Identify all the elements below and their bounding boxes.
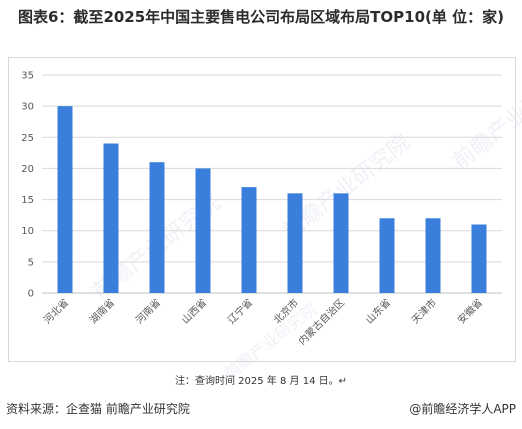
source-text: 资料来源：企查猫 前瞻产业研究院 — [6, 402, 190, 416]
y-tick-label: 25 — [21, 133, 34, 144]
y-tick-label: 10 — [21, 226, 34, 237]
watermark-text: 前瞻产业研究院 — [448, 60, 522, 175]
bar — [241, 187, 257, 293]
bar — [379, 218, 395, 293]
bar — [103, 143, 119, 293]
x-tick-label: 山西省 — [179, 296, 209, 326]
y-tick-label: 0 — [28, 289, 34, 300]
bar — [149, 162, 165, 293]
bar — [333, 193, 349, 293]
y-tick-label: 30 — [21, 102, 34, 113]
y-tick-label: 15 — [21, 195, 34, 206]
x-tick-label: 天津市 — [409, 296, 439, 326]
bar — [57, 106, 73, 294]
grid-lines — [42, 74, 502, 294]
chart-frame — [8, 57, 516, 362]
x-tick-label: 河南省 — [133, 296, 163, 326]
y-tick-label: 5 — [28, 257, 34, 268]
x-tick-label: 河北省 — [41, 296, 71, 326]
bars — [57, 106, 487, 294]
y-axis-ticks: 0 5 10 15 20 25 30 35 — [21, 71, 34, 300]
y-tick-label: 20 — [21, 164, 34, 175]
chart-note: 注：查询时间 2025 年 8 月 14 日。↵ — [175, 376, 347, 387]
bar — [195, 168, 211, 293]
x-tick-label: 山东省 — [363, 296, 393, 326]
bar — [425, 218, 441, 293]
y-tick-label: 35 — [21, 71, 34, 82]
chart-title: 图表6：截至2025年中国主要售电公司布局区域布局TOP10(单 位：家) — [18, 8, 504, 26]
footer: 资料来源：企查猫 前瞻产业研究院 @前瞻经济学人APP — [6, 400, 516, 418]
bar — [287, 193, 303, 293]
brand-text: @前瞻经济学人APP — [409, 402, 516, 416]
x-tick-label: 辽宁省 — [225, 296, 255, 326]
x-tick-label: 安徽省 — [455, 296, 485, 326]
bar — [471, 224, 487, 293]
